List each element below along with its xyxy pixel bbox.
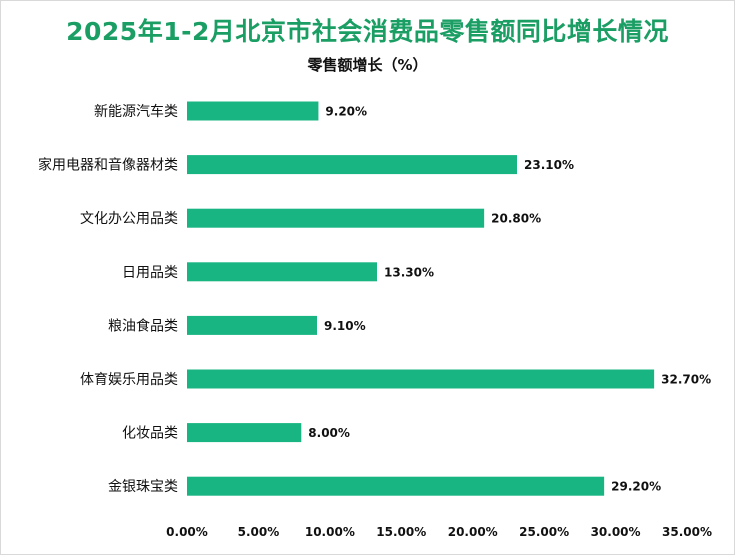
x-tick-label: 30.00% (591, 525, 641, 539)
data-label: 32.70% (661, 373, 711, 387)
x-tick-label: 25.00% (519, 525, 569, 539)
chart-title: 2025年1-2月北京市社会消费品零售额同比增长情况 (66, 17, 669, 46)
category-label: 体育娱乐用品类 (80, 372, 178, 388)
bar (187, 315, 317, 335)
category-label: 家用电器和音像器材类 (38, 157, 178, 174)
x-tick-label: 35.00% (662, 525, 712, 539)
x-tick-label: 15.00% (376, 525, 426, 539)
data-label: 8.00% (308, 426, 350, 440)
bar (187, 101, 319, 121)
data-label: 23.10% (524, 158, 574, 172)
x-tick-label: 20.00% (448, 525, 498, 539)
category-label: 日用品类 (122, 265, 178, 281)
data-label: 13.30% (384, 265, 434, 279)
category-label: 文化办公用品类 (80, 211, 178, 227)
bar (187, 476, 605, 496)
bar (187, 369, 655, 389)
data-label: 29.20% (611, 480, 661, 494)
bar (187, 155, 517, 175)
bar (187, 208, 485, 228)
x-tick-label: 10.00% (305, 525, 355, 539)
data-label: 9.10% (324, 319, 366, 333)
category-label: 金银珠宝类 (108, 479, 178, 495)
data-label: 9.20% (325, 105, 367, 119)
bar (187, 262, 377, 282)
category-label: 粮油食品类 (108, 317, 178, 334)
x-tick-label: 5.00% (238, 525, 280, 539)
x-tick-label: 0.00% (166, 525, 208, 539)
chart-subtitle: 零售额增长（%） (307, 56, 428, 74)
bar (187, 423, 302, 443)
data-label: 20.80% (491, 212, 541, 226)
category-label: 新能源汽车类 (94, 103, 178, 120)
category-label: 化妆品类 (122, 426, 178, 442)
